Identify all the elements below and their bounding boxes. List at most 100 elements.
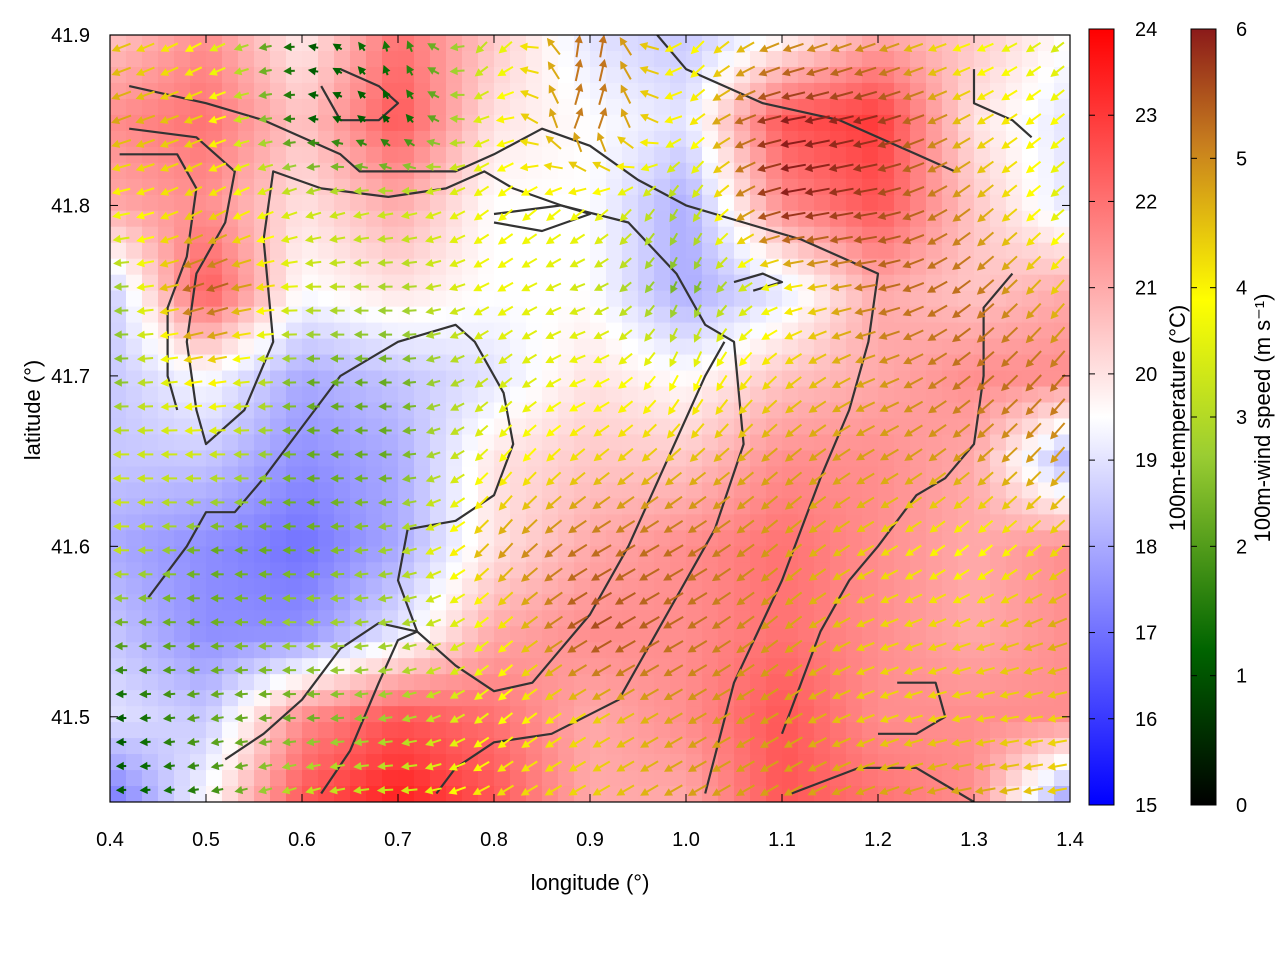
heatmap-cell bbox=[398, 243, 415, 260]
heatmap-cell bbox=[782, 387, 799, 404]
heatmap-cell bbox=[398, 99, 415, 116]
heatmap-cell bbox=[286, 722, 303, 739]
heatmap-cell bbox=[910, 371, 927, 388]
heatmap-cell bbox=[366, 419, 383, 436]
heatmap-cell bbox=[1022, 530, 1039, 547]
heatmap-cell bbox=[958, 674, 975, 691]
heatmap-cell bbox=[254, 147, 271, 164]
heatmap-cell bbox=[958, 51, 975, 68]
heatmap-cell bbox=[206, 578, 223, 595]
heatmap-cell bbox=[478, 291, 495, 308]
heatmap-cell bbox=[750, 243, 767, 260]
heatmap-cell bbox=[862, 419, 879, 436]
heatmap-cell bbox=[270, 291, 287, 308]
heatmap-cell bbox=[894, 339, 911, 356]
heatmap-cell bbox=[1006, 482, 1023, 499]
heatmap-cell bbox=[270, 403, 287, 420]
heatmap-cell bbox=[510, 770, 527, 787]
heatmap-cell bbox=[1006, 754, 1023, 771]
heatmap-cell bbox=[574, 546, 591, 563]
heatmap-cell bbox=[638, 291, 655, 308]
heatmap-cell bbox=[702, 674, 719, 691]
heatmap-cell bbox=[910, 434, 927, 451]
heatmap-cell bbox=[718, 578, 735, 595]
heatmap-cell bbox=[622, 434, 639, 451]
heatmap-cell bbox=[766, 706, 783, 723]
heatmap-cell bbox=[1006, 195, 1023, 212]
heatmap-cell bbox=[270, 243, 287, 260]
heatmap-cell bbox=[270, 466, 287, 483]
temperature-colorbar-tick-label: 23 bbox=[1135, 105, 1157, 127]
heatmap-cell bbox=[910, 610, 927, 627]
heatmap-cell bbox=[782, 195, 799, 212]
heatmap-cell bbox=[830, 51, 847, 68]
heatmap-cell bbox=[670, 674, 687, 691]
heatmap-cell bbox=[318, 642, 335, 659]
heatmap-cell bbox=[702, 195, 719, 212]
heatmap-cell bbox=[638, 51, 655, 68]
heatmap-cell bbox=[734, 578, 751, 595]
heatmap-cell bbox=[1006, 610, 1023, 627]
heatmap-cell bbox=[766, 131, 783, 148]
heatmap-cell bbox=[734, 243, 751, 260]
heatmap-cell bbox=[430, 243, 447, 260]
heatmap-cell bbox=[974, 578, 991, 595]
temperature-colorbar-tick-label: 22 bbox=[1135, 191, 1157, 213]
heatmap-cell bbox=[270, 147, 287, 164]
heatmap-cell bbox=[174, 770, 191, 787]
heatmap-cell bbox=[574, 434, 591, 451]
heatmap-cell bbox=[542, 387, 559, 404]
heatmap-cell bbox=[318, 67, 335, 84]
heatmap-cell bbox=[126, 434, 143, 451]
heatmap-cell bbox=[1022, 722, 1039, 739]
heatmap-cell bbox=[558, 355, 575, 372]
heatmap-cell bbox=[830, 722, 847, 739]
heatmap-cell bbox=[990, 51, 1007, 68]
heatmap-cell bbox=[478, 530, 495, 547]
heatmap-cell bbox=[638, 482, 655, 499]
heatmap-cell bbox=[270, 35, 287, 52]
heatmap-cell bbox=[830, 387, 847, 404]
heatmap-cell bbox=[830, 626, 847, 643]
heatmap-cell bbox=[270, 770, 287, 787]
heatmap-cell bbox=[414, 530, 431, 547]
heatmap-cell bbox=[974, 51, 991, 68]
heatmap-cell bbox=[894, 770, 911, 787]
heatmap-cell bbox=[654, 419, 671, 436]
heatmap-cell bbox=[526, 67, 543, 84]
heatmap-cell bbox=[1022, 770, 1039, 787]
heatmap-cell bbox=[1038, 275, 1055, 292]
heatmap-cell bbox=[414, 195, 431, 212]
heatmap-cell bbox=[574, 482, 591, 499]
heatmap-cell bbox=[366, 546, 383, 563]
heatmap-cell bbox=[1006, 674, 1023, 691]
heatmap-cell bbox=[1054, 482, 1071, 499]
heatmap-cell bbox=[766, 339, 783, 356]
wind-colorbar-tick-label: 1 bbox=[1236, 666, 1247, 688]
heatmap-cell bbox=[126, 658, 143, 675]
heatmap-cell bbox=[782, 115, 799, 132]
heatmap-cell bbox=[606, 770, 623, 787]
heatmap-cell bbox=[686, 482, 703, 499]
heatmap-cell bbox=[158, 754, 175, 771]
x-tick-label: 1.1 bbox=[768, 829, 796, 851]
heatmap-cell bbox=[910, 323, 927, 340]
heatmap-cell bbox=[222, 786, 239, 803]
heatmap-cell bbox=[766, 434, 783, 451]
heatmap-cell bbox=[798, 722, 815, 739]
heatmap-cell bbox=[366, 51, 383, 68]
heatmap-cell bbox=[782, 770, 799, 787]
wind-colorbar-tick-label: 0 bbox=[1236, 795, 1247, 817]
heatmap-cell bbox=[974, 626, 991, 643]
heatmap-cell bbox=[766, 35, 783, 52]
heatmap-cell bbox=[126, 530, 143, 547]
heatmap-cell bbox=[366, 530, 383, 547]
heatmap-cell bbox=[238, 626, 255, 643]
heatmap-cell bbox=[302, 99, 319, 116]
heatmap-cell bbox=[222, 387, 239, 404]
x-tick-label: 1.0 bbox=[672, 829, 700, 851]
heatmap-cell bbox=[430, 482, 447, 499]
heatmap-cell bbox=[158, 195, 175, 212]
heatmap-cell bbox=[446, 195, 463, 212]
heatmap-cell bbox=[366, 371, 383, 388]
